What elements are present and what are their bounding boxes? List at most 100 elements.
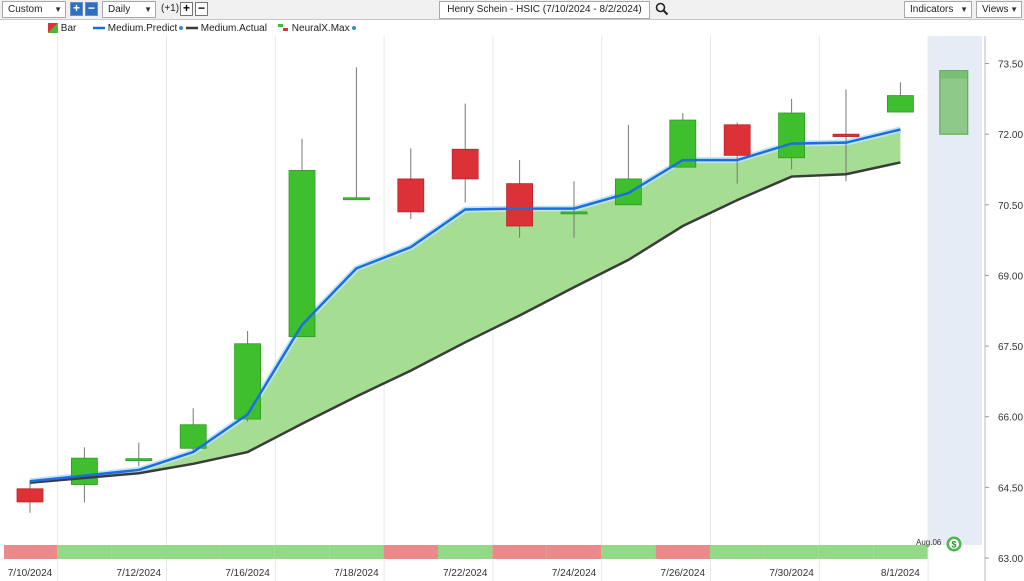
- signal-strip-segment: [601, 545, 656, 559]
- views-label: Views: [982, 4, 1009, 15]
- forecast-flag[interactable]: Aug.06 $: [916, 536, 962, 552]
- candle-body: [234, 343, 262, 420]
- legend-label-actual: Medium.Actual: [200, 23, 267, 34]
- candle: [887, 82, 914, 113]
- range-dropdown[interactable]: Custom ▼: [2, 1, 66, 18]
- candle: [288, 138, 316, 338]
- candle: [342, 67, 370, 201]
- candle-body: [778, 112, 805, 159]
- candle-body: [451, 148, 479, 180]
- y-axis: 63.00 64.50 66.00 67.50 69.00 70.50 72.00 73.50: [984, 36, 1023, 581]
- candle: [16, 480, 44, 513]
- offset-label: (+1): [161, 3, 180, 14]
- legend-item-neuralx[interactable]: NeuralX.Max: [277, 22, 356, 36]
- signal-strip-segment: [57, 545, 112, 559]
- candle-body: [16, 488, 44, 503]
- candle-body: [887, 95, 914, 113]
- x-tick-label: 7/16/2024: [225, 568, 270, 579]
- candle-body: [397, 178, 425, 213]
- candle-body: [506, 183, 534, 227]
- candle-body: [832, 133, 860, 137]
- views-dropdown[interactable]: Views ▼: [976, 1, 1022, 18]
- flag-date-label: Aug.06: [916, 538, 942, 547]
- signal-strip-segment: [655, 545, 710, 559]
- candle-body: [71, 457, 98, 485]
- neuralx-flag-icon: [278, 24, 288, 32]
- signal-strip-segment: [4, 545, 58, 559]
- price-chart[interactable]: 63.00 64.50 66.00 67.50 69.00 70.50 72.00 73.50…: [0, 36, 1024, 581]
- candle-body: [342, 197, 370, 201]
- zoom-in-button[interactable]: +: [70, 2, 83, 16]
- indicators-label: Indicators: [910, 4, 954, 15]
- candle-body: [179, 424, 207, 449]
- signal-strip-segment: [111, 545, 166, 559]
- signal-strip-segment: [818, 545, 874, 559]
- forecast-box-cap: [939, 70, 968, 79]
- y-tick-label: 63.00: [998, 554, 1023, 565]
- y-tick-label: 72.00: [998, 130, 1023, 141]
- chart-grid: [57, 36, 929, 581]
- legend-label-bar: Bar: [60, 23, 77, 34]
- signal-strip: [4, 545, 928, 559]
- signal-strip-segment: [329, 545, 384, 559]
- candle: [778, 98, 805, 170]
- signal-strip-segment: [764, 545, 819, 559]
- candle-body: [723, 124, 751, 156]
- candle-body: [288, 170, 316, 338]
- y-tick-label: 64.50: [998, 483, 1023, 494]
- symbol-search-box[interactable]: Henry Schein - HSIC (7/10/2024 - 8/2/202…: [439, 1, 650, 19]
- chevron-down-icon: ▼: [144, 5, 152, 14]
- signal-strip-segment: [710, 545, 765, 559]
- legend-label-neuralx: NeuralX.Max: [291, 23, 350, 34]
- x-tick-label: 8/1/2024: [881, 568, 920, 579]
- y-tick-label: 67.50: [998, 342, 1023, 353]
- y-tick-label: 73.50: [998, 60, 1023, 71]
- chevron-down-icon: ▼: [960, 5, 968, 14]
- y-tick-label: 70.50: [998, 201, 1023, 212]
- signal-strip-segment: [274, 545, 330, 559]
- search-icon[interactable]: [655, 2, 669, 16]
- signal-strip-segment: [873, 545, 928, 559]
- indicators-dropdown[interactable]: Indicators ▼: [904, 1, 972, 18]
- x-tick-label: 7/22/2024: [443, 568, 488, 579]
- offset-plus-button[interactable]: +: [180, 2, 193, 16]
- info-dot-icon: [179, 26, 184, 31]
- candle-body: [125, 458, 153, 462]
- predict-line-icon: [93, 27, 105, 30]
- chevron-down-icon: ▼: [54, 5, 62, 14]
- svg-text:$: $: [952, 540, 957, 550]
- candle: [451, 103, 479, 203]
- legend-item-actual[interactable]: Medium.Actual: [186, 22, 267, 36]
- signal-strip-segment: [166, 545, 221, 559]
- bar-legend-icon: [48, 23, 58, 34]
- signal-strip-segment: [220, 545, 275, 559]
- signal-strip-segment: [492, 545, 547, 559]
- signal-strip-segment: [438, 545, 493, 559]
- candle: [125, 442, 153, 467]
- candle: [179, 408, 207, 453]
- y-tick-label: 66.00: [998, 413, 1023, 424]
- x-tick-label: 7/12/2024: [117, 568, 162, 579]
- y-tick-label: 69.00: [998, 271, 1023, 282]
- actual-line-icon: [186, 27, 198, 30]
- predict-actual-fill: [30, 129, 901, 483]
- zoom-out-button[interactable]: −: [85, 2, 98, 16]
- x-tick-label: 7/30/2024: [769, 568, 814, 579]
- offset-minus-button[interactable]: −: [195, 2, 208, 16]
- legend-item-bar[interactable]: Bar: [48, 22, 76, 36]
- interval-dropdown-value: Daily: [108, 4, 131, 15]
- legend-item-predict[interactable]: Medium.Predict: [93, 22, 184, 36]
- range-dropdown-value: Custom: [8, 4, 43, 15]
- candle: [506, 160, 534, 238]
- candle: [397, 148, 425, 219]
- signal-strip-segment: [546, 545, 602, 559]
- interval-dropdown[interactable]: Daily ▼: [102, 1, 156, 18]
- x-tick-label: 7/26/2024: [661, 568, 706, 579]
- actual-line: [29, 161, 901, 484]
- info-dot-icon: [351, 26, 356, 31]
- x-tick-label: 7/18/2024: [334, 568, 379, 579]
- candle: [832, 89, 860, 182]
- x-tick-label: 7/24/2024: [552, 568, 597, 579]
- chart-legend: Bar Medium.Predict Medium.Actual NeuralX…: [0, 22, 600, 36]
- toolbar: Custom ▼ + − Daily ▼ (+1) + − Henry Sche…: [0, 0, 1024, 20]
